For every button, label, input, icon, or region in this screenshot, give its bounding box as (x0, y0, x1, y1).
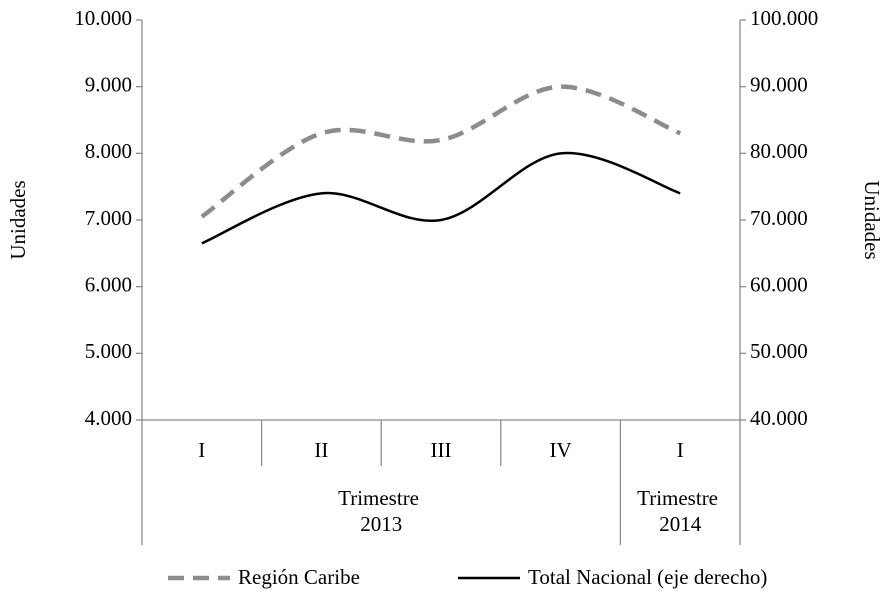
x-group-label-line: 2013 (360, 512, 402, 536)
y2-tick-label: 80.000 (750, 139, 808, 163)
y2-tick-label: 70.000 (750, 206, 808, 230)
y2-tick-label: 60.000 (750, 272, 808, 296)
y-axis-label: Unidades (6, 180, 30, 259)
y2-axis-label: Unidades (860, 180, 884, 259)
legend-label: Región Caribe (238, 565, 360, 589)
x-group-label: Trimestre 2014 (637, 486, 723, 536)
x-group-label-line: Trimestre (637, 486, 723, 510)
x-tick-label: II (314, 438, 328, 462)
x-group-label: Trimestre 2013 (338, 486, 424, 536)
x-tick-label: IV (550, 438, 572, 462)
y-tick-label: 4.000 (85, 406, 132, 430)
y-tick-label: 6.000 (85, 272, 132, 296)
x-tick-label: I (198, 438, 205, 462)
y2-tick-label: 40.000 (750, 406, 808, 430)
y2-tick-label: 50.000 (750, 339, 808, 363)
x-tick-label: I (677, 438, 684, 462)
y2-tick-label: 90.000 (750, 72, 808, 96)
y2-tick-label: 100.000 (750, 6, 818, 30)
series-line (201, 151, 681, 245)
y-tick-label: 10.000 (74, 6, 132, 30)
y-tick-label: 8.000 (85, 139, 132, 163)
x-group-label-line: 2014 (659, 512, 702, 536)
y-tick-label: 5.000 (85, 339, 132, 363)
y-tick-label: 7.000 (85, 206, 132, 230)
y-tick-label: 9.000 (85, 72, 132, 96)
legend-label: Total Nacional (eje derecho) (528, 565, 767, 589)
series-line (200, 84, 682, 219)
x-group-label-line: Trimestre (338, 486, 424, 510)
x-tick-label: III (431, 438, 452, 462)
